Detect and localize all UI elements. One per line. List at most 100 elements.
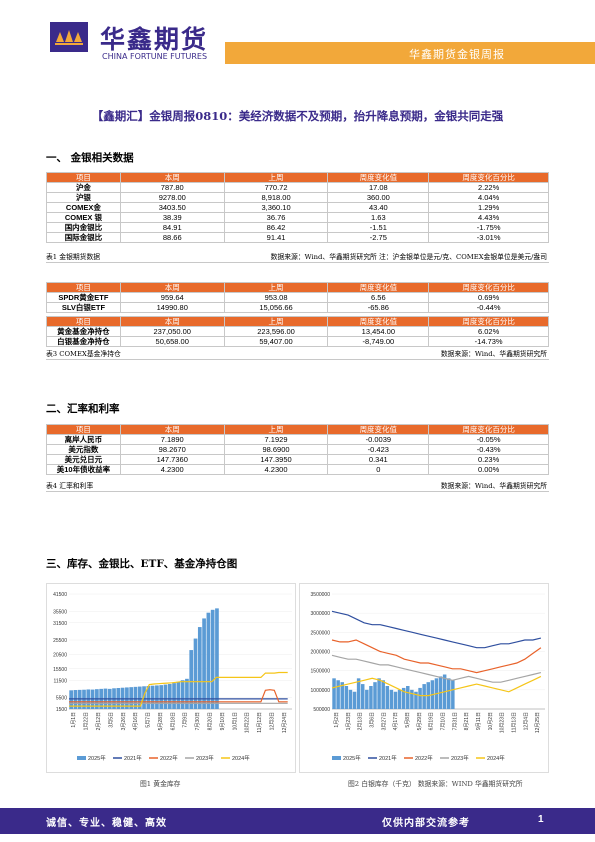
legend-label: 2023年	[451, 754, 469, 762]
bar	[125, 687, 129, 709]
table-cell: 15,056.66	[223, 302, 329, 313]
table-cell: 88.66	[119, 232, 225, 243]
table1-source: 数据来源：Wind、华鑫期货研究所 注：沪金银单位是元/克、COMEX金银单位是…	[270, 253, 547, 261]
series-line	[331, 610, 542, 649]
x-tick-label: 2月12日	[96, 712, 102, 730]
header-band: 华鑫期货金银周报	[225, 42, 595, 64]
y-tick-label: 1500	[56, 707, 67, 713]
table-cell: 84.91	[119, 222, 225, 233]
x-tick-label: 7月9日	[183, 712, 189, 728]
bar	[451, 680, 455, 709]
y-tick-label: 2500000	[311, 630, 331, 636]
bar	[163, 684, 168, 709]
page-footer: 诚信、专业、稳健、高效 仅供内部交流参考 1	[0, 808, 595, 834]
table-cell: 4.43%	[428, 212, 549, 223]
section-title-1: 一、 金银相关数据	[46, 152, 134, 164]
x-tick-label: 12月3日	[269, 712, 275, 730]
x-tick-label: 3月27日	[381, 712, 387, 730]
x-tick-label: 9月10日	[220, 712, 226, 730]
table-row: COMEX 银 38.39 36.76 1.63 4.43%	[46, 212, 549, 223]
legend-label: 2025年	[343, 754, 361, 762]
bar	[381, 680, 385, 709]
table-cell: 223,596.00	[223, 326, 329, 337]
table-cell: -0.05%	[428, 434, 549, 445]
table-cell: 美元指数	[46, 444, 121, 455]
x-tick-label: 7月10日	[440, 712, 446, 730]
page-header: 华鑫期货 CHINA FORTUNE FUTURES 华鑫期货金银周报	[0, 0, 595, 70]
table-cell: 1.63	[327, 212, 430, 223]
table-cell: 147.7360	[119, 454, 225, 465]
series-line	[331, 654, 542, 683]
table-cell: 3,360.10	[223, 202, 329, 213]
table-cell: 959.64	[119, 292, 225, 303]
y-tick-label: 500000	[313, 707, 330, 713]
table-header-cell: 本周	[119, 424, 225, 435]
x-tick-label: 3月26日	[121, 712, 127, 730]
x-tick-label: 9月11日	[476, 712, 482, 730]
x-tick-label: 7月30日	[195, 712, 201, 730]
fx-rate-table: 项目 本周 上周 周度变化值 周度变化百分比 离岸人民币 7.1890 7.1929 -0.00…	[46, 424, 549, 475]
bar	[332, 678, 336, 709]
table1-note: 表1 金银期货数据 数据来源：Wind、华鑫期货研究所 注：沪金银单位是元/克、…	[46, 252, 549, 263]
table-header-row: 项目 本周 上周 周度变化值 周度变化百分比	[46, 282, 549, 293]
table-cell: 91.41	[223, 232, 329, 243]
table-cell: 4.04%	[428, 192, 549, 203]
bar	[215, 608, 219, 709]
bar	[172, 683, 176, 709]
x-tick-label: 7月31日	[452, 712, 458, 730]
table-cell: 17.08	[327, 182, 430, 193]
table-cell: 36.76	[223, 212, 329, 223]
table-cell: 953.08	[223, 292, 329, 303]
table-cell: 50,658.00	[119, 336, 225, 347]
legend-label: 2021年	[379, 754, 397, 762]
table-row: 美元指数 98.2670 98.6900 -0.423 -0.43%	[46, 444, 549, 455]
bar	[397, 689, 402, 709]
legend-label: 2024年	[232, 754, 250, 762]
table-cell: -1.51	[327, 222, 430, 233]
table-cell: 离岸人民币	[46, 434, 121, 445]
bar	[389, 689, 394, 709]
etf-table: 项目 本周 上周 周度变化值 周度变化百分比 SPDR黄金ETF 959.64 953.08 6…	[46, 282, 549, 313]
bar	[385, 686, 390, 709]
table-cell: 38.39	[119, 212, 225, 223]
table-header-cell: 周度变化百分比	[428, 282, 549, 293]
table-cell: 787.80	[119, 182, 225, 193]
table-cell: -14.73%	[428, 336, 549, 347]
series-line	[69, 689, 288, 703]
table-header-cell: 周度变化百分比	[428, 424, 549, 435]
table-cell: 98.6900	[223, 444, 329, 455]
table-cell: 4.2300	[223, 464, 329, 475]
table-cell: -65.86	[327, 302, 430, 313]
y-tick-label: 31500	[53, 621, 67, 627]
bar	[340, 682, 344, 709]
table-header-cell: 周度变化百分比	[428, 172, 549, 183]
legend-label: 2024年	[487, 754, 505, 762]
y-tick-label: 3500000	[311, 592, 331, 598]
table1-caption: 表1 金银期货数据	[46, 253, 101, 261]
bar	[422, 684, 426, 709]
silver-inventory-chart: 3500000 3000000 2500000 2000000 1500000 10000…	[299, 583, 549, 773]
table-header-cell: 周度变化值	[327, 282, 430, 293]
table-header-cell: 上周	[223, 316, 329, 327]
y-tick-label: 5500	[56, 696, 67, 702]
table4-caption: 表4 汇率和利率	[46, 482, 94, 490]
y-tick-label: 1500000	[311, 669, 331, 675]
bar	[150, 685, 155, 709]
bar	[210, 609, 215, 709]
table4-source: 数据来源：Wind、华鑫期货研究所	[440, 482, 547, 490]
table-header-cell: 上周	[223, 424, 329, 435]
bar	[133, 686, 138, 709]
y-tick-label: 20500	[53, 652, 67, 658]
table-header-cell: 上周	[223, 172, 329, 183]
table-cell: 147.3950	[223, 454, 329, 465]
series-line	[69, 671, 288, 707]
table-cell: 沪银	[46, 192, 121, 203]
table-row: COMEX金 3403.50 3,360.10 43.40 1.29%	[46, 202, 549, 213]
table-cell: COMEX 银	[46, 212, 121, 223]
x-tick-label: 1月22日	[84, 712, 90, 730]
table-cell: 沪金	[46, 182, 121, 193]
gold-silver-table: 项目 本周 上周 周度变化值 周度变化百分比 沪金 787.80 770.72 17.08 2.2…	[46, 172, 549, 243]
report-title: 【鑫期汇】金银周报0810：美经济数据不及预期，抬升降息预期，金银共同走强	[91, 109, 504, 123]
table-cell: 美10年债收益率	[46, 464, 121, 475]
table-header-cell: 项目	[46, 316, 121, 327]
